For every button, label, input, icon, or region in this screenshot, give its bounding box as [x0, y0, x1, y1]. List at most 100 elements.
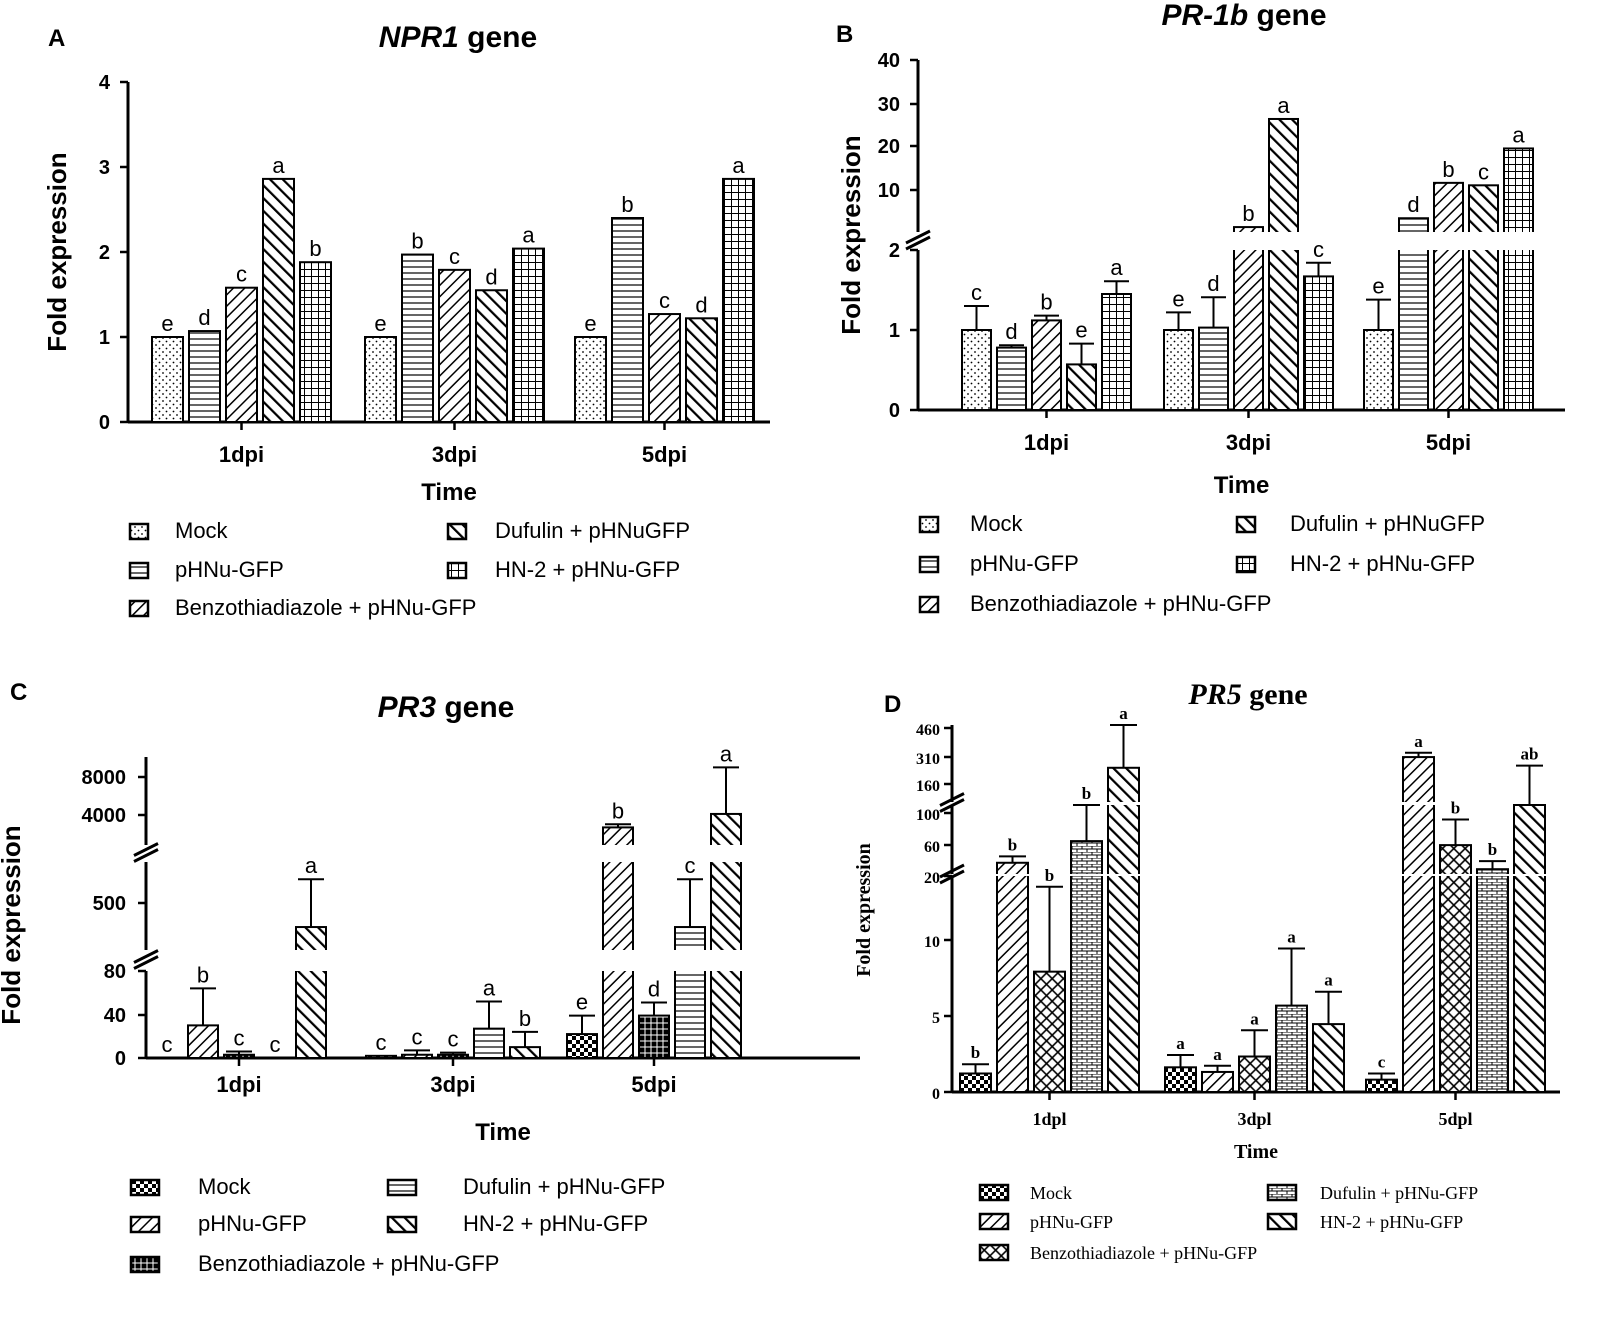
significance-letter: a: [1512, 122, 1525, 147]
significance-letter: b: [197, 962, 209, 987]
legend-swatch: [1266, 1212, 1298, 1231]
bar: [1503, 147, 1534, 411]
y-tick-label: 0: [99, 412, 110, 434]
bar: [475, 289, 508, 423]
bar: [299, 261, 332, 424]
significance-letter: d: [1407, 192, 1419, 217]
significance-letter: c: [412, 1024, 423, 1049]
significance-letter: c: [449, 244, 460, 269]
y-tick-label: 0: [889, 400, 900, 422]
bar-break-gap: [1106, 802, 1141, 805]
bar: [1365, 1078, 1398, 1093]
bar: [364, 336, 397, 423]
bar: [566, 1033, 598, 1059]
significance-letter: b: [1242, 201, 1254, 226]
bar-break-gap: [1432, 232, 1465, 250]
legend-label: Benzothiadiazole + pHNu-GFP: [198, 1251, 499, 1276]
y-axis-label: Fold expression: [0, 825, 26, 1024]
bar: [437, 1053, 469, 1060]
legend-swatch: [386, 1215, 418, 1234]
bar: [1033, 970, 1066, 1094]
x-axis-label: Time: [1234, 1141, 1278, 1163]
bar-break-gap: [709, 845, 743, 862]
bar: [1275, 1004, 1308, 1093]
significance-letter: a: [1277, 93, 1290, 118]
bar: [674, 926, 706, 1059]
legend-label: Dufulin + pHNuGFP: [495, 518, 690, 543]
y-tick-label: 1: [889, 320, 900, 342]
legend-label: Mock: [970, 511, 1024, 536]
bar: [1070, 840, 1103, 1094]
bar-break-gap: [1397, 232, 1430, 250]
x-tick-label: 1dpi: [219, 442, 264, 467]
significance-letter: a: [720, 741, 733, 766]
legend-swatch: [918, 515, 940, 534]
bar: [1303, 275, 1334, 411]
x-tick-label: 5dpi: [631, 1072, 676, 1097]
significance-letter: d: [485, 264, 497, 289]
y-tick-label: 3: [99, 157, 110, 179]
bar: [1268, 117, 1299, 411]
y-tick-label: 10: [924, 934, 940, 951]
bar: [722, 177, 755, 423]
y-axis-label: Fold expression: [42, 152, 72, 351]
chart-panel-a: NPR1 gene Fold expression Time 0 1 2 3 4 1dpi 3dp…: [42, 21, 770, 620]
significance-letter: c: [376, 1030, 387, 1055]
significance-letter: c: [162, 1032, 173, 1057]
y-tick-label: 4: [99, 72, 111, 94]
bar: [512, 247, 545, 423]
bar: [151, 336, 184, 423]
bar-break-gap: [1475, 874, 1510, 876]
legend-label: HN-2 + pHNu-GFP: [1290, 551, 1475, 576]
legend-swatch: [128, 599, 150, 618]
bar: [996, 861, 1029, 1094]
significance-letter: c: [659, 288, 670, 313]
x-tick-label: 5dpl: [1438, 1109, 1472, 1129]
axis-break-mark: [133, 949, 159, 964]
x-tick-label: 1dpi: [216, 1072, 261, 1097]
y-tick-label: 310: [916, 751, 940, 768]
y-tick-label: 40: [104, 1005, 126, 1027]
significance-letter: a: [522, 223, 535, 248]
axis-break-mark: [133, 848, 159, 863]
y-tick-label: 10: [878, 180, 900, 202]
legend-label: Benzothiadiazole + pHNu-GFP: [1030, 1243, 1257, 1263]
axis-break-mark: [905, 229, 931, 245]
bar: [365, 1054, 397, 1059]
significance-letter: a: [1176, 1034, 1185, 1053]
bar: [685, 317, 718, 423]
panel-label-b: B: [836, 21, 853, 48]
legend-swatch: [128, 561, 150, 580]
bar: [188, 330, 221, 423]
y-tick-label: 2: [889, 240, 900, 262]
bar: [1513, 804, 1546, 1093]
bar: [401, 253, 434, 423]
legend-swatch: [386, 1178, 418, 1197]
legend-swatch: [129, 1255, 161, 1274]
y-tick-label: 5: [932, 1010, 940, 1027]
bar: [961, 329, 992, 411]
bar: [509, 1046, 541, 1059]
chart-panel-c: PR3 gene Fold expression Time 0 40 80 500 4000 8…: [0, 691, 860, 1276]
legend-label: Dufulin + pHNuGFP: [1290, 511, 1485, 536]
bar: [401, 1053, 433, 1060]
significance-letter: a: [1119, 704, 1128, 723]
significance-letter: a: [483, 975, 496, 1000]
x-axis-label: Time: [421, 479, 477, 506]
significance-letter: a: [1287, 928, 1296, 947]
axis-break-mark: [939, 792, 965, 807]
bar-break-gap: [995, 874, 1030, 876]
bar: [187, 1024, 219, 1059]
x-tick-label: 1dpi: [1024, 430, 1069, 455]
bar: [1439, 844, 1472, 1093]
bar-break-gap: [709, 950, 743, 971]
bar-break-gap: [1232, 232, 1265, 250]
chart-panel-b: PR-1b gene Fold expression Time 0 1 2 10 20 30 40…: [836, 0, 1565, 616]
bar: [1031, 319, 1062, 411]
y-tick-label: 30: [878, 94, 900, 116]
y-tick-label: 20: [924, 870, 940, 887]
panel-label-c: C: [10, 679, 27, 706]
significance-letter: a: [732, 153, 745, 178]
chart-title: PR-1b gene: [1161, 0, 1326, 32]
significance-letter: b: [621, 192, 633, 217]
